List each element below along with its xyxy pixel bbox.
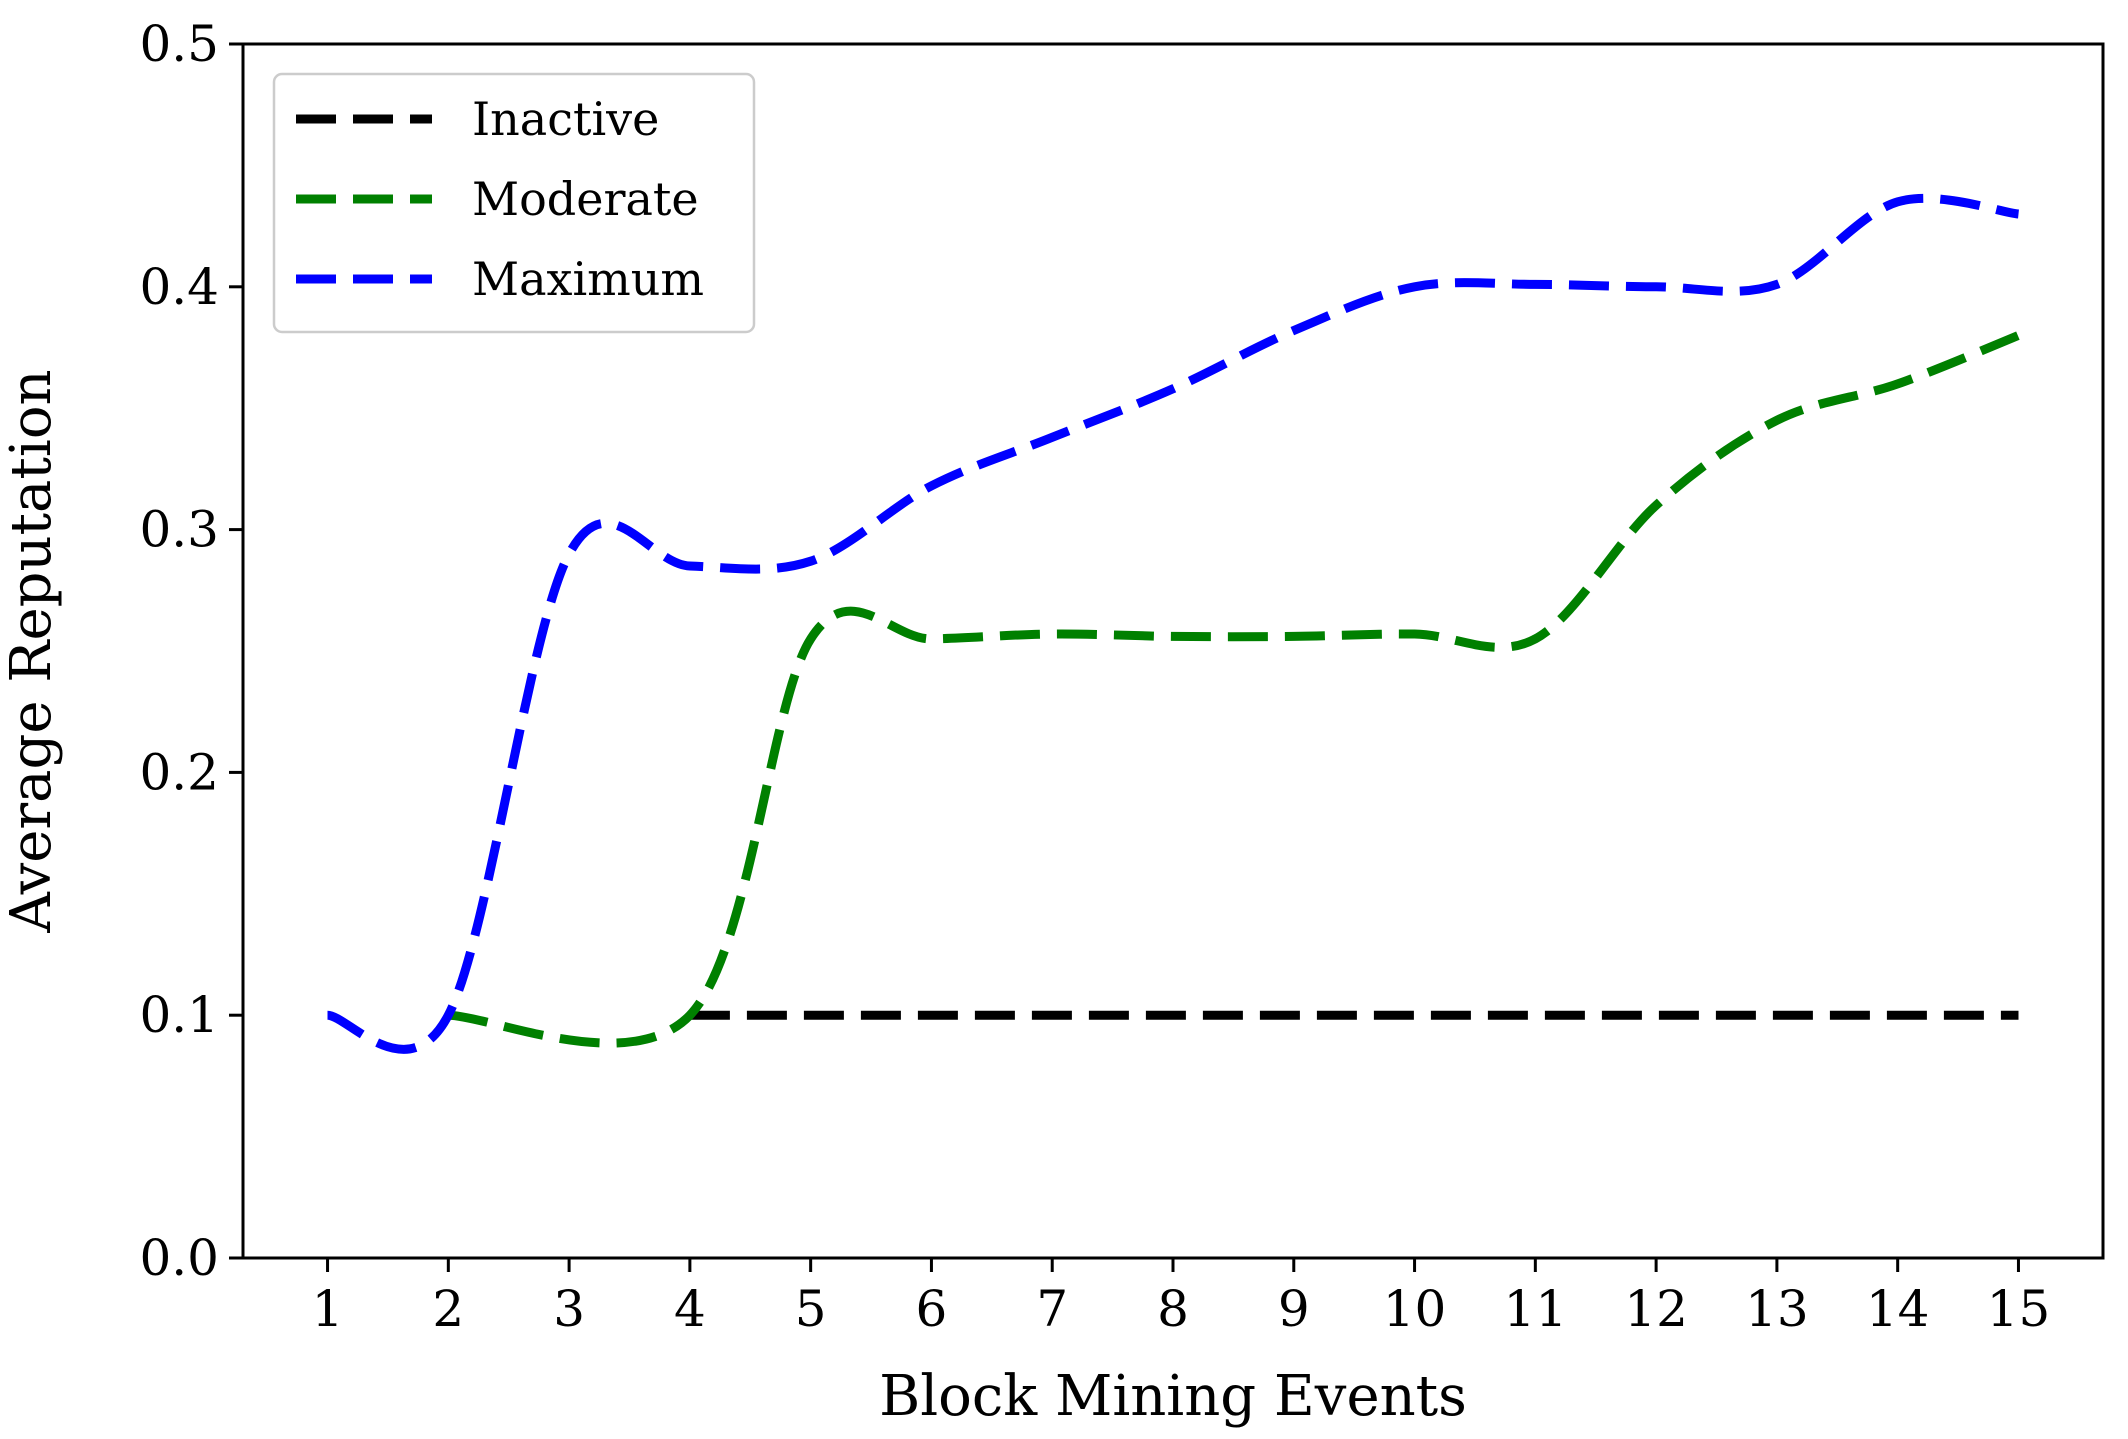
x-tick-label: 10	[1383, 1280, 1447, 1338]
series-line-moderate	[448, 331, 2021, 1048]
y-axis-label: Average Reputation	[0, 369, 64, 933]
x-tick-label: 5	[795, 1280, 827, 1338]
x-tick-label: 15	[1987, 1280, 2051, 1338]
x-axis-label: Block Mining Events	[879, 1364, 1467, 1429]
x-tick-label: 13	[1745, 1280, 1809, 1338]
x-tick-label: 12	[1624, 1280, 1688, 1338]
y-tick-label: 0.5	[139, 15, 219, 73]
x-tick-label: 2	[432, 1280, 464, 1338]
x-tick-label: 1	[312, 1280, 344, 1338]
x-tick-label: 9	[1278, 1280, 1310, 1338]
x-tick-label: 7	[1036, 1280, 1068, 1338]
legend-label-moderate: Moderate	[472, 172, 699, 226]
y-tick-label: 0.4	[139, 258, 219, 316]
x-tick-label: 6	[916, 1280, 948, 1338]
x-tick-label: 8	[1157, 1280, 1189, 1338]
x-tick-label: 11	[1504, 1280, 1568, 1338]
y-axis-ticks: 0.0 0.1 0.2 0.3 0.4 0.5	[139, 15, 243, 1287]
y-tick-label: 0.3	[139, 501, 219, 559]
legend-label-inactive: Inactive	[472, 92, 659, 146]
x-tick-label: 4	[674, 1280, 706, 1338]
x-tick-label: 14	[1866, 1280, 1930, 1338]
legend-box	[272, 72, 756, 334]
x-tick-label: 3	[553, 1280, 585, 1338]
series-layer	[326, 193, 2021, 1054]
series-line-maximum	[326, 193, 2020, 1054]
y-tick-label: 0.0	[139, 1229, 219, 1287]
y-tick-label: 0.1	[139, 986, 219, 1044]
y-tick-label: 0.2	[139, 743, 219, 801]
x-axis-ticks: 1 2 3 4 5 6 7 8 9 10 11 12 13 14 15	[312, 1258, 2051, 1338]
legend: Inactive Moderate Maximum	[272, 72, 756, 334]
legend-label-maximum: Maximum	[472, 252, 704, 306]
